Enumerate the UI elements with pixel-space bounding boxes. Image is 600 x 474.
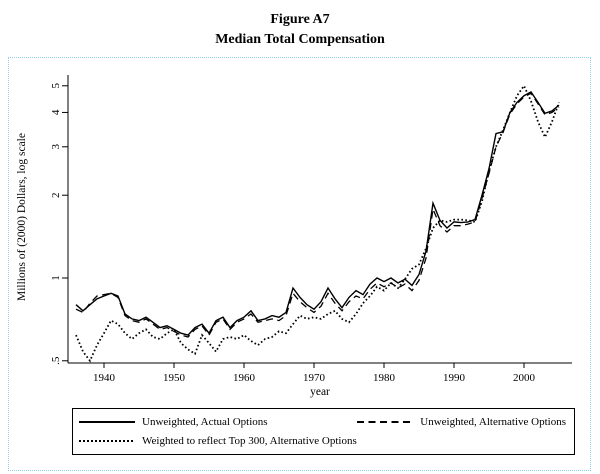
y-tick-label: 2: [50, 192, 62, 198]
y-tick-label: 3: [50, 144, 62, 150]
x-tick-label: 1950: [163, 372, 186, 384]
legend-item-unweighted-actual: Unweighted, Actual Options: [79, 416, 268, 428]
x-tick-label: 1990: [443, 372, 466, 384]
x-tick-label: 1960: [233, 372, 256, 384]
solid-line-sample-icon: [79, 421, 135, 423]
dashed-line-sample-icon: [357, 421, 414, 423]
series-line-dashed: [75, 92, 560, 338]
chart-title: Figure A7: [270, 12, 330, 27]
legend-box: Unweighted, Actual Options Unweighted, A…: [72, 408, 575, 455]
series-line-solid: [75, 90, 560, 336]
y-tick-label: .5: [50, 356, 62, 365]
chart-plot-area: 5 4 3 2 1 .5 1940 1950 1960 1970 1980 1990 2000: [50, 75, 572, 384]
legend-label: Unweighted, Alternative Options: [420, 416, 566, 428]
legend-label: Unweighted, Actual Options: [142, 416, 268, 428]
x-tick-label: 1980: [373, 372, 396, 384]
chart-subtitle: Median Total Compensation: [215, 32, 385, 47]
x-tick-label: 1970: [303, 372, 326, 384]
y-tick-label: 4: [50, 109, 62, 115]
legend-label: Weighted to reflect Top 300, Alternative…: [142, 435, 357, 447]
legend-item-weighted-top300: Weighted to reflect Top 300, Alternative…: [79, 435, 357, 447]
x-axis-title: year: [310, 386, 330, 398]
dotted-line-sample-icon: [79, 440, 135, 442]
legend-row-1: Unweighted, Actual Options Unweighted, A…: [79, 416, 566, 428]
legend-row-2: Weighted to reflect Top 300, Alternative…: [79, 435, 566, 447]
chart-title-block: Figure A7 Median Total Compensation: [0, 10, 600, 50]
x-tick-label: 1940: [93, 372, 116, 384]
series-line-dotted: [75, 84, 560, 363]
y-tick-label: 5: [50, 83, 62, 89]
y-axis-title: Millions of (2000) Dollars, log scale: [16, 133, 28, 302]
x-tick-label: 2000: [513, 372, 536, 384]
legend-item-unweighted-alternative: Unweighted, Alternative Options: [357, 416, 566, 428]
y-tick-label: 1: [50, 275, 62, 281]
